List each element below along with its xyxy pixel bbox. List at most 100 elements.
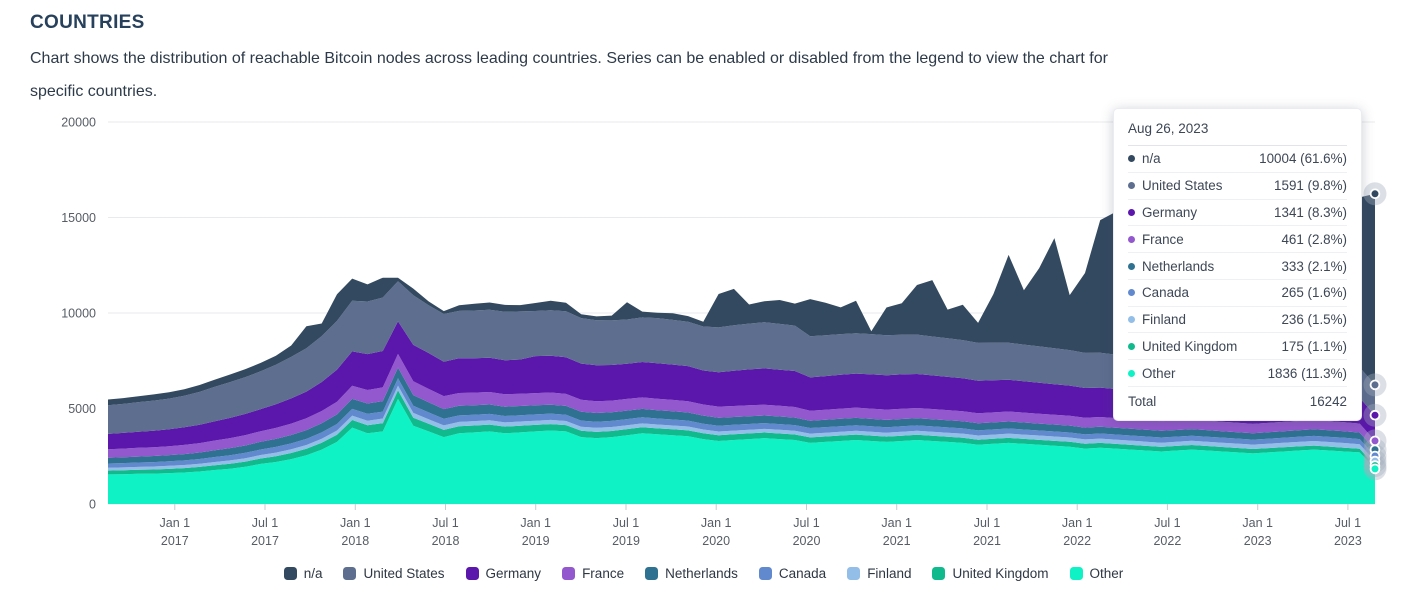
- area-series-n-a[interactable]: [108, 193, 1375, 406]
- legend-label: United Kingdom: [952, 566, 1049, 581]
- series-dot-icon: [1128, 369, 1135, 377]
- tooltip-row-label: Netherlands: [1142, 258, 1215, 274]
- page-title: COUNTRIES: [30, 12, 145, 33]
- x-axis-label-month: Jul 1: [793, 516, 819, 530]
- legend-item-netherlands[interactable]: Netherlands: [645, 566, 738, 581]
- legend-label: Finland: [867, 566, 912, 581]
- x-axis-label-month: Jul 1: [613, 516, 639, 530]
- series-dot-icon: [1128, 316, 1135, 324]
- hover-marker-other: [1369, 463, 1381, 475]
- area-series-france[interactable]: [108, 353, 1375, 458]
- tooltip-row-label: Finland: [1142, 312, 1186, 328]
- hover-marker-france: [1369, 435, 1381, 447]
- legend-item-other[interactable]: Other: [1069, 566, 1124, 581]
- y-axis-label: 10000: [61, 307, 96, 321]
- hover-marker-germany: [1369, 409, 1381, 421]
- tooltip-row-value: 1591 (9.8%): [1274, 178, 1347, 194]
- x-axis-label-year: 2017: [251, 534, 279, 548]
- series-dot-icon: [1128, 235, 1135, 243]
- hover-marker-united-states: [1369, 379, 1381, 391]
- area-series-united-kingdom[interactable]: [108, 390, 1375, 475]
- series-dot-icon: [1128, 342, 1135, 350]
- x-axis-label-year: 2020: [702, 534, 730, 548]
- tooltip-row: Finland 236 (1.5%): [1128, 307, 1347, 334]
- legend-item-canada[interactable]: Canada: [758, 566, 827, 581]
- x-axis-label-month: Jul 1: [1154, 516, 1180, 530]
- y-axis-label: 0: [89, 498, 96, 512]
- tooltip-row-label: Germany: [1142, 204, 1198, 220]
- tooltip-row: Canada 265 (1.6%): [1128, 280, 1347, 307]
- page-description-line1: Chart shows the distribution of reachabl…: [30, 50, 1108, 67]
- legend-item-n-a[interactable]: n/a: [283, 566, 322, 581]
- legend-label: Germany: [485, 566, 542, 581]
- hover-marker-n-a: [1369, 188, 1381, 200]
- y-axis-label: 15000: [61, 211, 96, 225]
- legend-swatch-icon: [1069, 567, 1083, 580]
- legend-swatch-icon: [932, 567, 946, 580]
- legend-item-germany[interactable]: Germany: [465, 566, 542, 581]
- x-axis-label-year: 2020: [793, 534, 821, 548]
- y-axis-label: 20000: [61, 116, 96, 130]
- legend-item-finland[interactable]: Finland: [847, 566, 911, 581]
- legend-item-france[interactable]: France: [562, 566, 624, 581]
- series-dot-icon: [1128, 208, 1135, 216]
- x-axis-label-month: Jan 1: [340, 516, 371, 530]
- tooltip-row: United Kingdom 175 (1.1%): [1128, 333, 1347, 361]
- tooltip-row-value: 10004 (61.6%): [1259, 151, 1347, 167]
- chart-tooltip: Aug 26, 2023 n/a 10004 (61.6%) United St…: [1113, 108, 1362, 422]
- tooltip-row-value: 1836 (11.3%): [1267, 365, 1347, 381]
- area-series-netherlands[interactable]: [108, 367, 1375, 464]
- tooltip-row: United States 1591 (9.8%): [1128, 173, 1347, 200]
- tooltip-rows: n/a 10004 (61.6%) United States 1591 (9.…: [1128, 146, 1347, 388]
- area-series-other[interactable]: [108, 398, 1375, 504]
- series-dot-icon: [1128, 289, 1135, 297]
- legend-label: France: [582, 566, 625, 581]
- x-axis-label-month: Jan 1: [701, 516, 732, 530]
- legend-label: United States: [363, 566, 445, 581]
- x-axis-label-year: 2019: [522, 534, 550, 548]
- x-axis-label-month: Jul 1: [252, 516, 278, 530]
- chart-legend: n/a United States Germany France Netherl…: [0, 566, 1407, 581]
- x-axis-label-month: Jan 1: [1242, 516, 1273, 530]
- area-series-finland[interactable]: [108, 385, 1375, 471]
- tooltip-total-value: 16242: [1309, 394, 1347, 410]
- x-axis-label-year: 2023: [1244, 534, 1272, 548]
- area-series-germany[interactable]: [108, 321, 1375, 450]
- legend-item-united-kingdom[interactable]: United Kingdom: [932, 566, 1049, 581]
- tooltip-total-row: Total 16242: [1128, 387, 1347, 413]
- legend-item-united-states[interactable]: United States: [343, 566, 445, 581]
- x-axis-label-year: 2023: [1334, 534, 1362, 548]
- x-axis-label-month: Jan 1: [160, 516, 191, 530]
- tooltip-row: Netherlands 333 (2.1%): [1128, 253, 1347, 280]
- series-dot-icon: [1128, 262, 1135, 270]
- tooltip-row: n/a 10004 (61.6%): [1128, 146, 1347, 173]
- tooltip-total-label: Total: [1128, 394, 1157, 410]
- x-axis-label-year: 2022: [1153, 534, 1181, 548]
- x-axis-label-year: 2017: [161, 534, 189, 548]
- y-axis-label: 5000: [68, 402, 96, 416]
- series-dot-icon: [1128, 155, 1135, 163]
- area-series-canada[interactable]: [108, 378, 1375, 468]
- tooltip-row-label: n/a: [1142, 151, 1161, 167]
- x-axis-label-month: Jan 1: [881, 516, 912, 530]
- legend-label: Other: [1089, 566, 1124, 581]
- legend-label: Canada: [778, 566, 827, 581]
- x-axis-label-year: 2022: [1063, 534, 1091, 548]
- legend-swatch-icon: [758, 567, 772, 580]
- tooltip-row-label: United States: [1142, 178, 1223, 194]
- x-axis-label-year: 2018: [341, 534, 369, 548]
- tooltip-row-label: Other: [1142, 365, 1176, 381]
- tooltip-row-value: 333 (2.1%): [1281, 258, 1347, 274]
- tooltip-row-label: United Kingdom: [1142, 338, 1238, 354]
- tooltip-date: Aug 26, 2023: [1128, 118, 1347, 146]
- legend-swatch-icon: [343, 567, 357, 580]
- legend-swatch-icon: [562, 567, 576, 580]
- legend-swatch-icon: [847, 567, 861, 580]
- x-axis-label-month: Jul 1: [1335, 516, 1361, 530]
- area-series-united-states[interactable]: [108, 281, 1375, 434]
- x-axis-label-year: 2019: [612, 534, 640, 548]
- tooltip-row-label: Canada: [1142, 285, 1189, 301]
- tooltip-row-value: 175 (1.1%): [1281, 338, 1347, 354]
- x-axis-label-month: Jan 1: [1062, 516, 1093, 530]
- legend-label: Netherlands: [665, 566, 738, 581]
